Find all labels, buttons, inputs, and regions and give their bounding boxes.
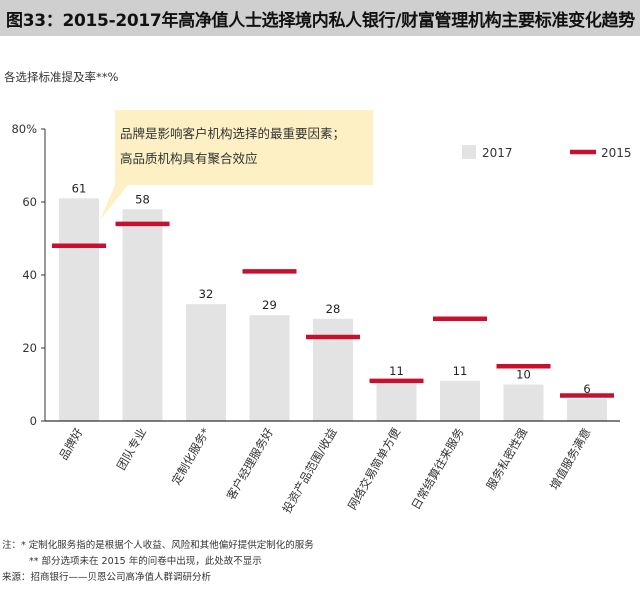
legend-label-2015: 2015 (601, 146, 632, 160)
legend-swatch-2017 (462, 145, 476, 159)
y-tick-label: 20 (22, 341, 37, 355)
bar-value-label: 11 (453, 364, 468, 378)
bar-value-label: 11 (389, 364, 404, 378)
x-tick-label: 品牌好 (56, 425, 86, 462)
bar-2017 (440, 380, 480, 421)
x-tick-label: 服务私密性强 (483, 425, 530, 492)
y-tick-label: 80% (11, 122, 37, 136)
bar-2017 (503, 384, 544, 421)
bar-2017 (59, 198, 99, 421)
bar-2017 (249, 315, 290, 421)
y-tick-label: 0 (30, 414, 37, 428)
chart-subtitle: 各选择标准提及率**% (4, 70, 119, 84)
x-tick-label: 日常结算往来服务 (408, 425, 466, 512)
bar-value-label: 32 (199, 287, 214, 301)
footnote-1: 注：* 定制化服务指的是根据个人收益、风险和其他偏好提供定制化的服务 (2, 540, 314, 551)
footnote-2: ** 部分选项未在 2015 年的问卷中出现，此处故不显示 (29, 556, 262, 567)
bar-2017 (122, 209, 163, 421)
x-tick-label: 投资产品范围/收益 (280, 426, 340, 516)
bar-2017 (376, 380, 417, 421)
bar-2017 (186, 304, 226, 421)
x-tick-label: 增值服务满意 (547, 426, 594, 493)
callout-line-1: 品牌是影响客户机构选择的最重要因素； (120, 126, 346, 141)
bar-value-label: 61 (72, 181, 87, 195)
bar-value-label: 29 (262, 298, 277, 312)
source-note: 来源：招商银行——贝恩公司高净值人群调研分析 (2, 572, 212, 583)
footnotes: 注：* 定制化服务指的是根据个人收益、风险和其他偏好提供定制化的服务 ** 部分… (2, 538, 314, 586)
bar-2017 (567, 399, 607, 421)
x-tick-label: 团队专业 (114, 426, 149, 473)
legend-label-2017: 2017 (482, 146, 513, 160)
x-tick-label: 网络交易简单方便 (345, 425, 403, 512)
callout-text: 品牌是影响客户机构选择的最重要因素； 高品质机构具有聚合效应 (120, 121, 345, 171)
bar-value-label: 6 (583, 382, 590, 396)
chart-title: 图33：2015-2017年高净值人士选择境内私人银行/财富管理机构主要标准变化… (6, 11, 635, 31)
callout-line-2: 高品质机构具有聚合效应 (120, 151, 258, 166)
y-tick-label: 60 (22, 195, 37, 209)
title-bar: 图33：2015-2017年高净值人士选择境内私人银行/财富管理机构主要标准变化… (0, 0, 640, 36)
bar-value-label: 58 (135, 192, 150, 206)
bar-value-label: 10 (516, 368, 531, 382)
callout-box (100, 110, 373, 220)
x-tick-label: 定制化服务* (169, 425, 213, 487)
x-tick-label: 客户经理服务好 (224, 425, 277, 502)
bar-2017 (313, 318, 353, 421)
y-tick-label: 40 (22, 268, 37, 282)
bar-value-label: 28 (326, 302, 341, 316)
